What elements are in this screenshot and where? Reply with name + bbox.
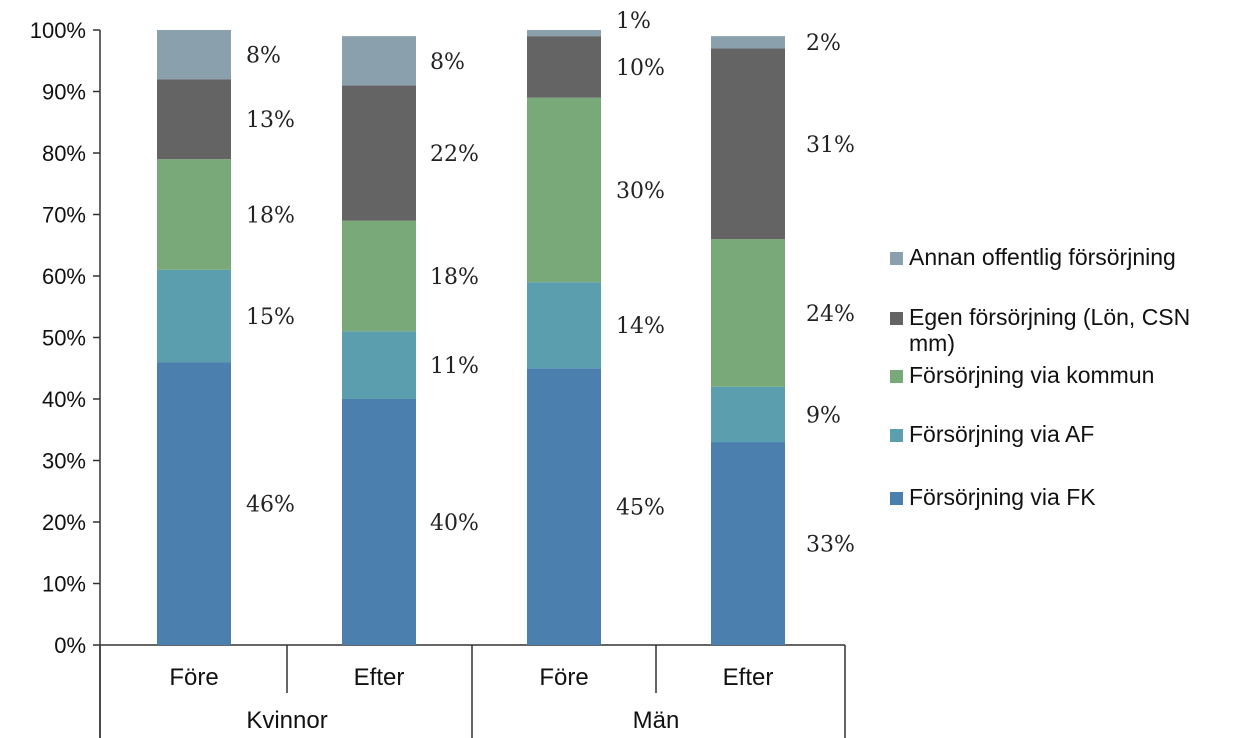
bar-segment	[711, 239, 785, 387]
y-tick-label: 70%	[42, 203, 86, 228]
legend-entry: Egen försörjning (Lön, CSN mm)	[909, 304, 1190, 356]
category-label: Efter	[354, 664, 405, 691]
data-label: 18%	[246, 204, 295, 229]
y-tick-label: 50%	[42, 326, 86, 351]
data-label: 40%	[430, 511, 479, 536]
data-label: 9%	[806, 403, 841, 428]
legend-swatch	[890, 429, 903, 442]
bar-segment	[157, 30, 231, 80]
data-labels: 46% 15% 18% 13% 8% 40% 11% 18% 22% 8% 45% 14% 30% 10%…	[246, 9, 855, 558]
bar-segment	[157, 269, 231, 363]
category-label: Före	[539, 664, 588, 691]
data-label: 11%	[430, 354, 479, 379]
bars	[157, 30, 785, 645]
data-label: 30%	[616, 179, 665, 204]
legend-swatch	[890, 370, 903, 383]
y-tick-label: 80%	[42, 141, 86, 166]
legend-entry: Försörjning via kommun	[909, 362, 1154, 388]
category-label: Före	[169, 664, 218, 691]
category-label: Efter	[723, 664, 774, 691]
bar-segment	[157, 79, 231, 160]
legend-entry: Försörjning via FK	[909, 484, 1096, 510]
bar-segment	[527, 282, 601, 369]
data-label: 1%	[616, 9, 651, 34]
data-label: 46%	[246, 493, 295, 518]
bar-segment	[342, 220, 416, 332]
axes: 0% 10% 20% 30% 40% 50% 60% 70% 80% 90% 100% Före Eft…	[30, 18, 846, 738]
y-tick-label: 30%	[42, 449, 86, 474]
data-label: 22%	[430, 142, 479, 167]
bar-segment	[711, 386, 785, 443]
data-label: 24%	[806, 302, 855, 327]
data-label: 14%	[616, 314, 665, 339]
y-tick-label: 90%	[42, 80, 86, 105]
bar-segment	[342, 399, 416, 645]
bar-segment	[342, 331, 416, 399]
y-tick-label: 10%	[42, 572, 86, 597]
legend-entry: Försörjning via AF	[909, 421, 1094, 447]
data-label: 18%	[430, 265, 479, 290]
bar-segment	[342, 85, 416, 221]
bar-segment	[711, 36, 785, 49]
data-label: 31%	[806, 133, 855, 158]
data-label: 15%	[246, 305, 295, 330]
bar-segment	[157, 159, 231, 270]
bar-segment	[527, 36, 601, 98]
group-label: Män	[633, 707, 680, 734]
legend-entry: Annan offentlig försörjning	[909, 244, 1176, 270]
bar-segment	[711, 48, 785, 240]
y-tick-label: 40%	[42, 387, 86, 412]
legend-swatch	[890, 492, 903, 505]
legend-swatch	[890, 312, 903, 325]
legend-swatch	[890, 252, 903, 265]
group-label: Kvinnor	[246, 707, 327, 734]
y-tick-label: 100%	[30, 18, 86, 43]
y-tick-label: 20%	[42, 510, 86, 535]
data-label: 10%	[616, 56, 665, 81]
data-label: 13%	[246, 108, 295, 133]
legend: Annan offentlig försörjning Egen försörjn…	[890, 244, 1190, 510]
bar-segment	[527, 97, 601, 283]
bar-segment	[527, 368, 601, 645]
data-label: 45%	[616, 496, 665, 521]
data-label: 33%	[806, 533, 855, 558]
y-tick-label: 0%	[54, 633, 86, 658]
data-label: 2%	[806, 31, 841, 56]
bar-segment	[527, 30, 601, 37]
data-label: 8%	[430, 50, 465, 75]
data-label: 8%	[246, 44, 281, 69]
bar-segment	[711, 442, 785, 645]
bar-segment	[157, 362, 231, 645]
bar-segment	[342, 36, 416, 86]
y-tick-label: 60%	[42, 264, 86, 289]
